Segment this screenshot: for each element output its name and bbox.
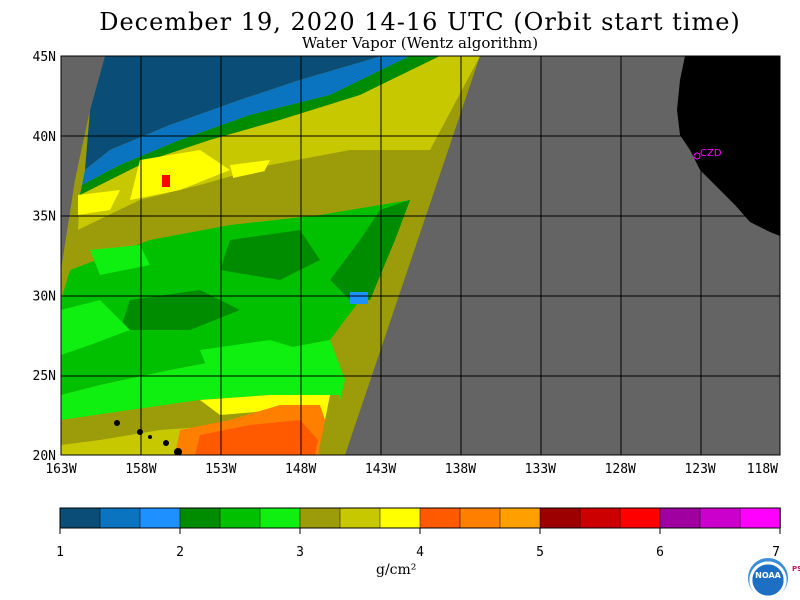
lat-tick-label: 35N xyxy=(33,210,56,225)
lon-tick-label: 158W xyxy=(125,462,156,477)
colorbar-tick-label: 7 xyxy=(772,545,780,560)
lon-tick-label: 153W xyxy=(205,462,236,477)
colorbar-swatch xyxy=(219,507,261,529)
colorbar-swatch xyxy=(499,507,541,529)
colorbar-swatch xyxy=(99,507,141,529)
colorbar-tick-label: 4 xyxy=(416,545,424,560)
longitude-ticks: 163W 158W 153W 148W 143W 138W 133W 128W 123W 118W xyxy=(45,462,778,477)
colorbar-tick-label: 1 xyxy=(56,545,64,560)
colorbar-swatch xyxy=(419,507,461,529)
colorbar-unit: g/cm² xyxy=(376,562,417,578)
colorbar-swatch xyxy=(619,507,661,529)
lon-tick-label: 128W xyxy=(605,462,636,477)
colorbar-swatch xyxy=(539,507,581,529)
map-frame xyxy=(60,55,781,456)
grid-lines xyxy=(61,56,780,455)
lat-tick-label: 45N xyxy=(33,50,56,65)
noaa-logo-icon: NOAA xyxy=(748,558,788,598)
colorbar-swatch xyxy=(699,507,741,529)
station-label: CZD xyxy=(700,148,722,159)
colorbar-tick-label: 5 xyxy=(536,545,544,560)
psl-logo-icon: PSL xyxy=(792,565,800,573)
lat-tick-label: 25N xyxy=(33,369,56,384)
lat-tick-label: 20N xyxy=(33,449,56,464)
colorbar-swatch xyxy=(179,507,221,529)
latitude-ticks: 45N 40N 35N 30N 25N 20N xyxy=(33,50,56,464)
colorbar-swatch xyxy=(339,507,381,529)
lon-tick-label: 163W xyxy=(45,462,76,477)
land-mass xyxy=(677,56,780,236)
satellite-swath xyxy=(61,56,480,455)
lat-tick-label: 40N xyxy=(33,130,56,145)
lat-tick-label: 30N xyxy=(33,289,56,304)
colorbar-ticks: 1 2 3 4 5 6 7 xyxy=(56,528,781,560)
chart-subtitle: Water Vapor (Wentz algorithm) xyxy=(301,34,539,52)
colorbar-swatch xyxy=(59,507,101,529)
colorbar-tick-label: 6 xyxy=(656,545,664,560)
lon-tick-label: 138W xyxy=(445,462,476,477)
colorbar-swatch xyxy=(659,507,701,529)
colorbar-swatch xyxy=(299,507,341,529)
lon-tick-label: 118W xyxy=(747,462,778,477)
chart-title: December 19, 2020 14-16 UTC (Orbit start… xyxy=(99,8,741,36)
colorbar-swatch xyxy=(259,507,301,529)
lon-tick-label: 133W xyxy=(525,462,556,477)
colorbar-swatch xyxy=(739,507,781,529)
lon-tick-label: 143W xyxy=(365,462,396,477)
lon-tick-label: 148W xyxy=(285,462,316,477)
colorbar-tick-label: 3 xyxy=(296,545,304,560)
colorbar-swatch xyxy=(579,507,621,529)
colorbar-swatch xyxy=(139,507,181,529)
colorbar xyxy=(59,507,781,529)
colorbar-swatch xyxy=(379,507,421,529)
colorbar-swatch xyxy=(459,507,501,529)
station-marker: CZD xyxy=(693,148,722,160)
colorbar-tick-label: 2 xyxy=(176,545,184,560)
lon-tick-label: 123W xyxy=(684,462,715,477)
